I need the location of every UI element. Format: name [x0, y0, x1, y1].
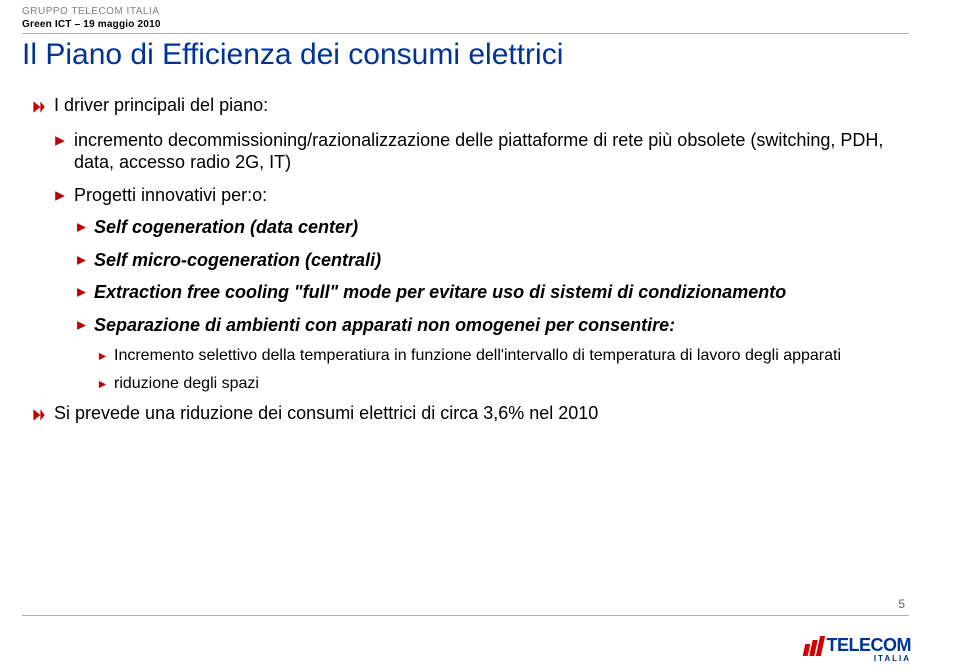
page-number: 5: [898, 597, 905, 611]
slide-title: Il Piano di Efficienza dei consumi elett…: [0, 34, 959, 72]
bullet-text: incremento decommissioning/razionalizzaz…: [74, 130, 883, 173]
telecom-logo: TELECOM ITALIA: [804, 635, 912, 663]
logo-text: TELECOM: [827, 635, 912, 656]
bullet-lvl1: I driver principali del piano:: [32, 94, 899, 117]
header-event-label: Green ICT – 19 maggio 2010: [22, 19, 959, 30]
bullet-lvl3: Self micro-cogeneration (centrali): [76, 249, 899, 272]
bullet-lvl2: incremento decommissioning/razionalizzaz…: [54, 129, 899, 174]
slide-body: I driver principali del piano: increment…: [0, 72, 959, 425]
arrow-icon: [54, 135, 66, 147]
bullet-lvl3: Extraction free cooling "full" mode per …: [76, 281, 899, 304]
arrow-icon: [98, 352, 107, 361]
bullet-text: I driver principali del piano:: [54, 95, 268, 115]
slide-footer: 5 TELECOM ITALIA: [0, 615, 959, 671]
bullet-text: Self micro-cogeneration (centrali): [94, 250, 381, 270]
arrow-icon: [32, 408, 46, 422]
footer-divider: [22, 615, 909, 616]
bullet-text: Progetti innovativi per:o:: [74, 185, 267, 205]
bullet-lvl1: Si prevede una riduzione dei consumi ele…: [32, 402, 899, 425]
bullet-lvl4: Incremento selettivo della temperatiura …: [98, 346, 899, 366]
bullet-lvl2: Progetti innovativi per:o:: [54, 184, 899, 207]
bullet-text: Separazione di ambienti con apparati non…: [94, 315, 675, 335]
arrow-icon: [76, 320, 87, 331]
arrow-icon: [76, 287, 87, 298]
bullet-text: Incremento selettivo della temperatiura …: [114, 347, 841, 364]
bullet-text: riduzione degli spazi: [114, 375, 259, 392]
bullet-text: Si prevede una riduzione dei consumi ele…: [54, 403, 598, 423]
arrow-icon: [32, 100, 46, 114]
bullet-lvl3: Self cogeneration (data center): [76, 216, 899, 239]
logo-bars-icon: [804, 636, 823, 656]
slide-header: GRUPPO TELECOM ITALIA Green ICT – 19 mag…: [0, 0, 959, 30]
bullet-text: Self cogeneration (data center): [94, 217, 358, 237]
arrow-icon: [76, 222, 87, 233]
bullet-text: Extraction free cooling "full" mode per …: [94, 282, 786, 302]
bullet-lvl4: riduzione degli spazi: [98, 374, 899, 394]
arrow-icon: [76, 255, 87, 266]
arrow-icon: [54, 190, 66, 202]
header-group-label: GRUPPO TELECOM ITALIA: [22, 6, 959, 17]
arrow-icon: [98, 380, 107, 389]
bullet-lvl3: Separazione di ambienti con apparati non…: [76, 314, 899, 337]
